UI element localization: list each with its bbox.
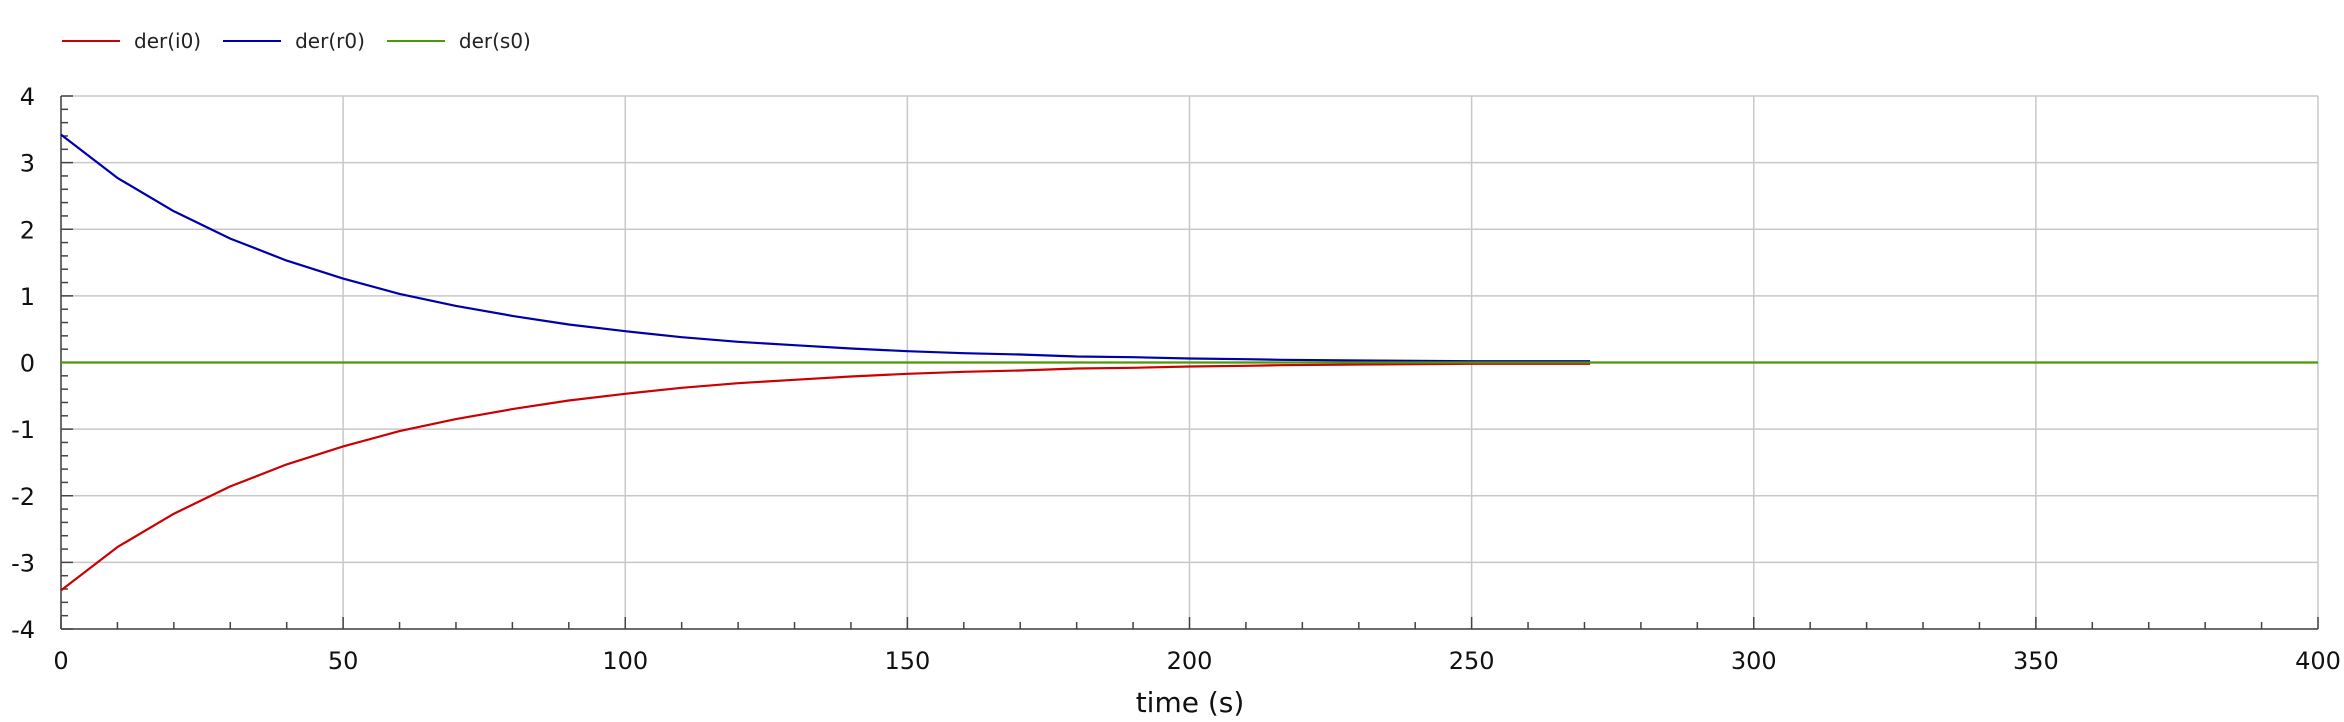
y-tick-label: 2 <box>20 216 35 244</box>
y-tick-label: -2 <box>11 483 35 511</box>
y-tick-label: -3 <box>11 549 35 577</box>
x-tick-label: 100 <box>602 647 648 675</box>
legend-item: der(r0) <box>223 29 365 53</box>
legend-label: der(i0) <box>134 29 202 53</box>
tick-labels: 0 50 100 150 200 250 300 350 400 -4 -3 -2 -1 0 1 2 3 4 <box>11 83 2341 675</box>
x-tick-label: 300 <box>1731 647 1777 675</box>
y-tick-label: -1 <box>11 416 35 444</box>
y-tick-label: 0 <box>20 350 35 378</box>
x-axis-label: time (s) <box>1136 686 1245 719</box>
legend-item: der(i0) <box>62 29 201 53</box>
x-tick-label: 400 <box>2295 647 2341 675</box>
legend-label: der(s0) <box>458 29 531 53</box>
legend-swatch <box>62 40 120 42</box>
y-tick-label: 3 <box>20 150 35 178</box>
series-line-der-i0- <box>60 362 1591 592</box>
legend-item: der(s0) <box>386 29 531 53</box>
series-line-der-r0- <box>60 133 1591 363</box>
y-tick-label: 1 <box>20 283 35 311</box>
legend: der(i0) der(r0) der(s0) <box>62 26 553 56</box>
x-tick-label: 0 <box>53 647 68 675</box>
x-tick-label: 200 <box>1167 647 1213 675</box>
legend-label: der(r0) <box>295 29 365 53</box>
x-tick-label: 350 <box>2013 647 2059 675</box>
x-tick-label: 50 <box>328 647 359 675</box>
x-tick-label: 150 <box>884 647 930 675</box>
y-tick-label: -4 <box>11 616 35 644</box>
x-tick-label: 250 <box>1449 647 1495 675</box>
legend-swatch <box>223 40 282 42</box>
legend-swatch <box>386 40 445 42</box>
y-tick-label: 4 <box>20 83 35 111</box>
series-layer <box>60 133 2318 592</box>
